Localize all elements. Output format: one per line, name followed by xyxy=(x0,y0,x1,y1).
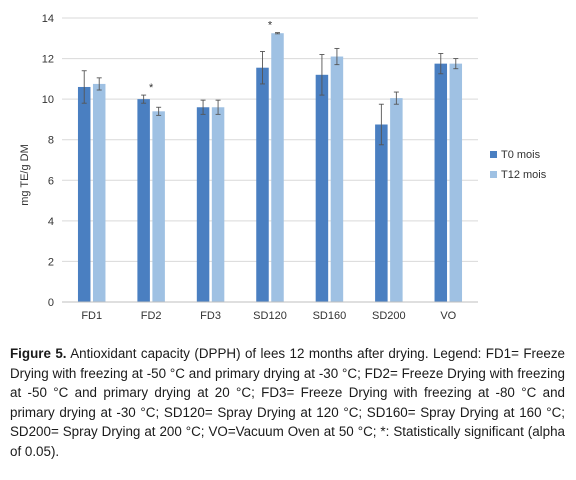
bar xyxy=(77,86,91,302)
figure-label: Figure 5. xyxy=(10,346,67,361)
y-axis-ticks: 0 2 4 6 8 10 12 14 xyxy=(42,13,54,309)
bar xyxy=(92,83,106,302)
y-tick-label: 10 xyxy=(42,94,54,106)
y-tick-label: 8 xyxy=(48,135,54,147)
bar xyxy=(137,99,150,303)
y-tick-label: 4 xyxy=(48,216,54,228)
y-tick-label: 14 xyxy=(42,13,54,25)
bar xyxy=(315,74,329,302)
bar xyxy=(211,107,225,302)
y-tick-label: 0 xyxy=(48,297,54,309)
bar xyxy=(434,63,448,303)
x-tick-label: SD160 xyxy=(313,310,347,322)
bar xyxy=(256,67,269,302)
figure-caption-text: Antioxidant capacity (DPPH) of lees 12 m… xyxy=(10,346,566,459)
error-bars xyxy=(81,32,459,146)
significance-marker: * xyxy=(268,20,273,32)
x-tick-label: SD200 xyxy=(372,310,406,322)
legend-label: T0 mois xyxy=(501,149,541,161)
bars xyxy=(77,33,463,303)
y-tick-label: 12 xyxy=(42,54,54,66)
figure-caption: Figure 5. Antioxidant capacity (DPPH) of… xyxy=(10,344,565,462)
bar xyxy=(196,107,210,302)
y-tick-label: 2 xyxy=(48,256,54,268)
x-tick-label: FD1 xyxy=(81,310,102,322)
x-tick-label: SD120 xyxy=(253,310,287,322)
legend: T0 mois T12 mois xyxy=(490,149,547,181)
bar xyxy=(271,33,284,302)
x-tick-label: VO xyxy=(440,310,456,322)
y-tick-label: 6 xyxy=(48,175,54,187)
x-axis-ticks: FD1 FD2 FD3 SD120 SD160 SD200 VO xyxy=(81,310,456,322)
x-tick-label: FD2 xyxy=(141,310,162,322)
significance-annotations: ** xyxy=(149,20,273,94)
bar xyxy=(375,124,388,302)
legend-label: T12 mois xyxy=(501,169,547,181)
bar xyxy=(330,56,344,302)
legend-swatch xyxy=(490,171,497,178)
bar xyxy=(152,111,165,302)
x-tick-label: FD3 xyxy=(200,310,221,322)
y-axis-label: mg TE/g DM xyxy=(19,144,31,206)
bar xyxy=(449,63,463,303)
legend-swatch xyxy=(490,151,497,158)
bar xyxy=(390,98,403,302)
significance-marker: * xyxy=(149,82,154,94)
gridlines xyxy=(62,17,478,262)
